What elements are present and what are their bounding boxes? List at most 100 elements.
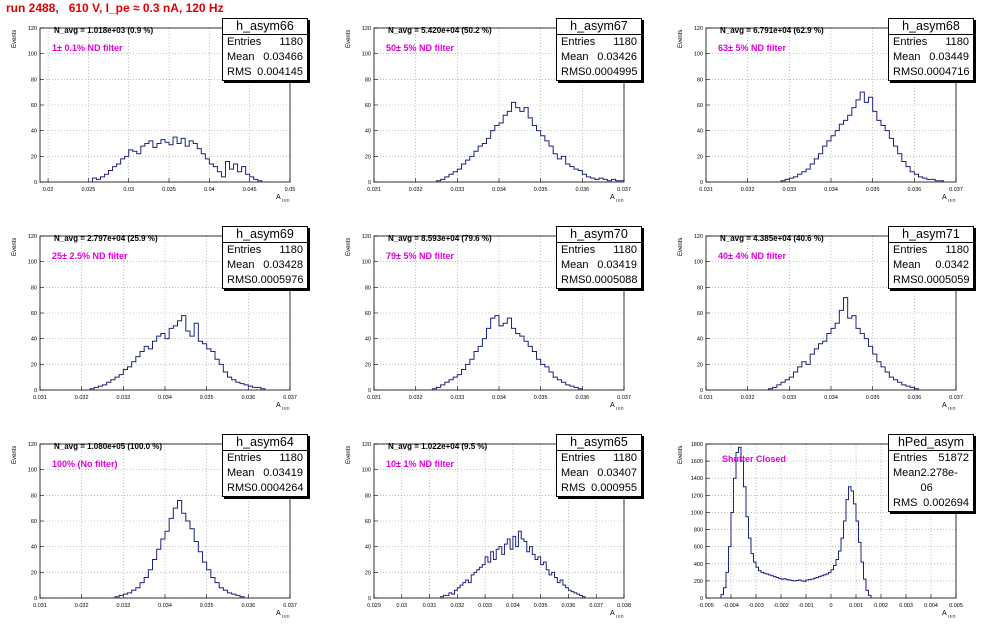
y-tick-label: 60 [697,103,703,109]
stats-row-rms: RMS 0.0004716 [889,65,973,80]
histogram-line [91,136,263,182]
x-tick-label: 0.035 [866,187,880,193]
stats-box: h_asym71 Entries 1180 Mean 0.0342 RMS 0.000505… [888,226,974,289]
x-axis-label: A LED [276,610,290,618]
y-tick-label: 600 [694,545,703,551]
stats-box-title: h_asym67 [557,19,641,35]
x-tick-label: 0.045 [243,187,257,193]
x-axis-label-sub: LED [614,197,624,203]
x-tick-label: 0.033 [116,603,130,609]
y-tick-label: 120 [694,234,703,240]
stats-value: 0.0004264 [251,482,304,494]
stats-row-entries: Entries 1180 [889,243,973,258]
y-tick-label: 1000 [691,510,703,516]
stats-value: 0.0005088 [585,274,638,286]
y-tick-label: 80 [697,77,703,83]
y-tick-label: 40 [31,545,37,551]
x-tick-label: -0.001 [798,603,814,609]
y-tick-label: 100 [362,468,371,474]
stats-label: Mean [227,51,255,63]
stats-label: Mean [561,259,589,271]
y-tick-label: 100 [28,52,37,58]
stats-row-rms: RMS 0.0005059 [889,273,973,288]
x-tick-label: 0.037 [617,395,631,401]
x-tick-label: 0 [829,603,832,609]
x-tick-label: 0.004 [924,603,938,609]
y-tick-label: 120 [362,442,371,448]
y-tick-label: 60 [365,103,371,109]
y-tick-label: 40 [365,545,371,551]
histogram-line [436,101,625,182]
x-axis-label-main: A [610,402,615,409]
stats-value: 0.03466 [263,51,303,63]
stats-value: 1180 [945,244,969,256]
stats-value: 0.002694 [923,497,969,509]
y-tick-label: 100 [28,260,37,266]
x-tick-label: 0.035 [866,395,880,401]
histogram-line [720,446,872,598]
y-tick-label: 120 [694,26,703,32]
stats-label: Entries [561,452,596,464]
stats-box: h_asym67 Entries 1180 Mean 0.03426 RMS 0.00049… [556,18,642,81]
x-axis-label-main: A [276,194,281,201]
y-tick-label: 60 [365,519,371,525]
histogram-panel-h_asym68: 0.031 0.032 0.033 0.034 0.035 0.036 0.037 0 20 40… [666,14,976,214]
x-tick-label: 0.036 [907,187,921,193]
histogram-svg: 0.031 0.032 0.033 0.034 0.035 0.036 0.037 0 20 40… [694,234,963,401]
y-tick-label: 120 [362,234,371,240]
stats-value: 0.000955 [591,482,637,494]
stats-value: 1180 [279,36,303,48]
stats-label: Mean [561,51,589,63]
x-tick-label: 0.038 [617,603,631,609]
y-tick-label: 60 [31,311,37,317]
stats-value: 1180 [613,452,637,464]
y-tick-label: 0 [34,596,37,602]
histogram-svg: 0.031 0.032 0.033 0.034 0.035 0.036 0.037 0 20 40… [362,234,631,401]
stats-row-entries: Entries 1180 [557,35,641,50]
y-tick-label: 40 [365,129,371,135]
stats-label: Mean [893,467,921,479]
histogram-line [780,91,944,182]
x-tick-label: 0.033 [450,187,464,193]
y-axis-label: Events [12,445,18,464]
stats-row-entries: Entries 1180 [223,451,307,466]
y-axis-label: Events [678,445,684,464]
y-tick-label: 120 [28,234,37,240]
stats-label: Entries [227,244,262,256]
stats-label: Entries [227,452,262,464]
x-axis-label: A LED [942,194,956,202]
histogram-svg: 0.02 0.025 0.03 0.035 0.04 0.045 0.05 0 20 40 60 80… [28,26,296,193]
x-axis-label-main: A [610,610,615,617]
y-tick-label: 0 [368,180,371,186]
y-tick-label: 100 [694,260,703,266]
stats-box: h_asym65 Entries 1180 Mean 0.03407 RMS 0.00095… [556,434,642,497]
stats-value: 0.0004995 [585,66,638,78]
filter-annotation: 40± 4% ND filter [718,251,786,261]
x-tick-label: 0.034 [824,395,838,401]
x-tick-label: 0.03 [396,603,407,609]
stats-label: Mean [893,51,921,63]
stats-row-rms: RMS 0.0004995 [557,65,641,80]
x-tick-label: 0.031 [33,395,47,401]
x-tick-label: -0.005 [698,603,714,609]
x-tick-label: 0.037 [589,603,603,609]
x-axis-label-sub: LED [946,405,956,411]
y-axis-label: Events [346,237,352,256]
y-tick-label: 100 [362,260,371,266]
y-tick-label: 100 [362,52,371,58]
stats-value: 1180 [279,452,303,464]
x-tick-label: 0.031 [699,187,713,193]
stats-label: RMS [227,482,252,494]
x-tick-label: 0.029 [367,603,381,609]
x-tick-label: 0.036 [907,395,921,401]
y-tick-label: 80 [31,285,37,291]
x-tick-label: -0.003 [748,603,764,609]
y-tick-label: 0 [34,388,37,394]
x-tick-label: 0.034 [824,187,838,193]
y-axis-label: Events [678,237,684,256]
stats-value: 0.0342 [935,259,969,271]
y-tick-label: 20 [31,362,37,368]
y-tick-label: 100 [694,52,703,58]
stats-value: 1180 [945,36,969,48]
stats-row-rms: RMS 0.0005088 [557,273,641,288]
